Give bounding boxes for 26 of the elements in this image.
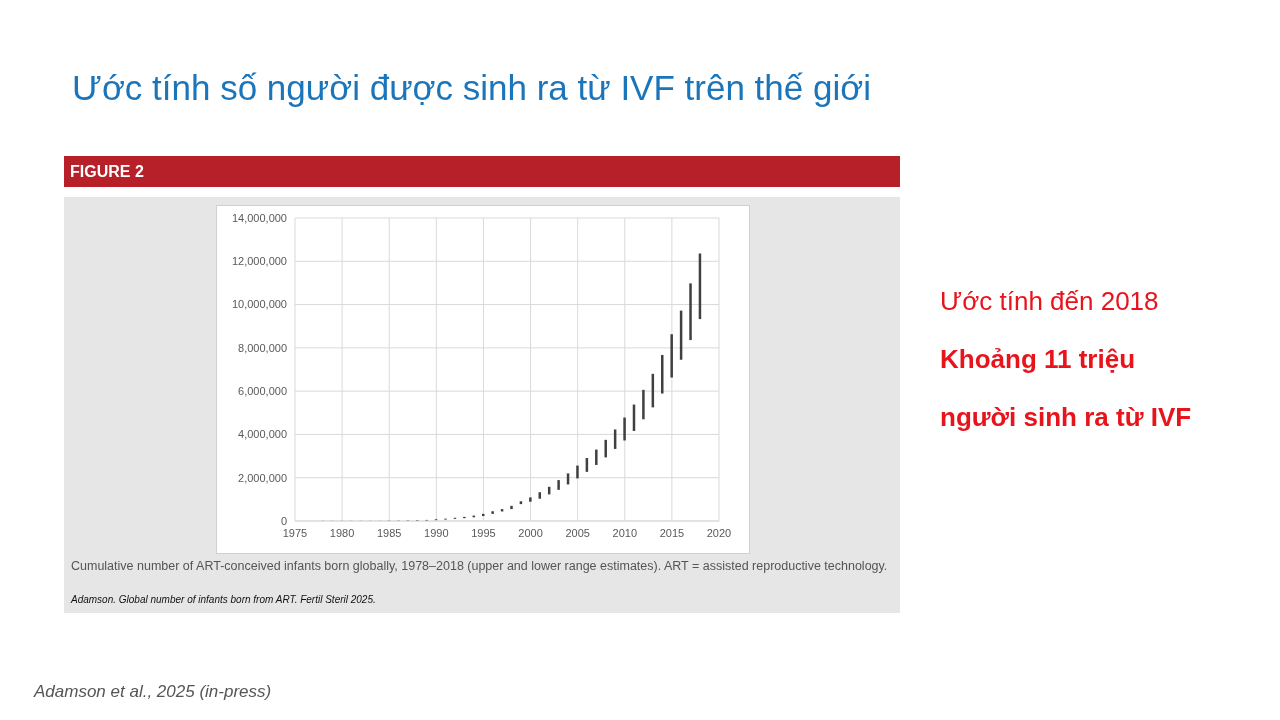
x-tick-label: 2010 bbox=[612, 526, 638, 539]
y-tick-label: 12,000,000 bbox=[231, 255, 287, 268]
y-tick-label: 8,000,000 bbox=[238, 341, 287, 354]
x-tick-label: 2020 bbox=[706, 526, 732, 539]
text: Cumulative number of ART-conceived infants born globally, 1978–2018 (upper and lower range estimates). ART = assisted reproductive technology. bbox=[71, 559, 889, 574]
x-tick-label: 1980 bbox=[329, 526, 355, 539]
x-tick-label: 1975 bbox=[282, 526, 308, 539]
text: Adamson et al., 2025 (in-press) bbox=[34, 682, 272, 702]
x-tick-label: 2000 bbox=[518, 526, 543, 539]
x-tick-label: 1990 bbox=[424, 526, 449, 539]
chart-title: Ước tính số người được sinh ra từ IVF trên thế giới bbox=[72, 68, 871, 108]
y-tick-label: 0 bbox=[280, 514, 287, 527]
y-tick-label: 4,000,000 bbox=[238, 428, 287, 441]
text: Khoảng 11 triệu bbox=[940, 344, 1136, 375]
text: người sinh ra từ IVF bbox=[940, 402, 1192, 433]
y-tick-label: 10,000,000 bbox=[231, 298, 287, 311]
text: Adamson. Global number of infants born from ART. Fertil Steril 2025. bbox=[71, 594, 376, 605]
caption: FIGURE 2 bbox=[64, 156, 900, 187]
x-tick-label: 2005 bbox=[565, 526, 590, 539]
y-tick-label: 6,000,000 bbox=[238, 385, 287, 398]
y-tick-label: 14,000,000 bbox=[231, 211, 287, 224]
y-tick-label: 2,000,000 bbox=[238, 471, 287, 484]
x-tick-label: 2015 bbox=[659, 526, 685, 539]
x-tick-label: 1985 bbox=[376, 526, 402, 539]
x-tick-label: 1995 bbox=[471, 526, 496, 539]
text: Ước tính đến 2018 bbox=[940, 286, 1159, 317]
